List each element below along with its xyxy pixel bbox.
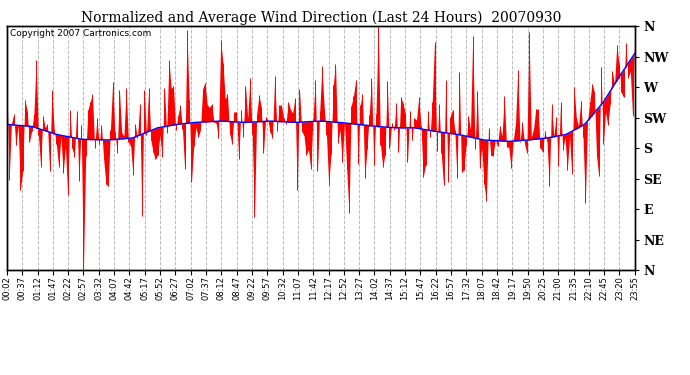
- Text: Copyright 2007 Cartronics.com: Copyright 2007 Cartronics.com: [10, 29, 151, 38]
- Title: Normalized and Average Wind Direction (Last 24 Hours)  20070930: Normalized and Average Wind Direction (L…: [81, 11, 561, 25]
